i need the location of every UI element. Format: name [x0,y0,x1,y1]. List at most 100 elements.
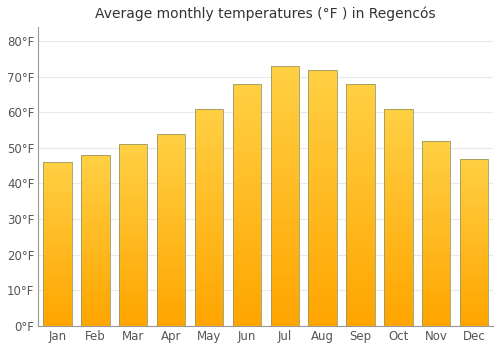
Bar [157,217,186,220]
Bar [270,231,299,235]
Bar [422,184,450,187]
Bar [81,278,110,280]
Bar [194,286,223,290]
Bar [119,168,148,172]
Bar [270,178,299,183]
Bar [460,187,488,189]
Bar [308,70,337,326]
Bar [384,170,412,174]
Bar [346,84,374,88]
Bar [232,173,261,176]
Bar [43,178,72,181]
Bar [232,241,261,245]
Bar [157,290,186,294]
Bar [43,222,72,225]
Bar [43,162,72,326]
Bar [81,203,110,206]
Bar [81,298,110,300]
Bar [81,212,110,215]
Bar [232,298,261,302]
Bar [81,161,110,163]
Bar [194,196,223,199]
Bar [346,144,374,148]
Bar [384,192,412,196]
Bar [384,148,412,152]
Bar [308,108,337,112]
Bar [81,258,110,260]
Bar [194,159,223,163]
Bar [43,192,72,195]
Bar [157,259,186,262]
Bar [460,217,488,220]
Bar [119,323,148,326]
Bar [270,304,299,309]
Bar [157,236,186,239]
Bar [194,109,223,326]
Bar [308,317,337,322]
Bar [346,108,374,112]
Bar [308,292,337,296]
Bar [119,262,148,265]
Bar [194,167,223,170]
Bar [422,178,450,181]
Bar [270,287,299,291]
Bar [43,165,72,168]
Bar [194,243,223,246]
Bar [194,152,223,156]
Bar [422,196,450,200]
Bar [270,257,299,261]
Bar [384,145,412,148]
Bar [346,314,374,318]
Bar [119,314,148,317]
Bar [157,172,186,175]
Bar [232,189,261,193]
Bar [157,243,186,246]
Bar [308,270,337,275]
Bar [346,322,374,326]
Bar [460,276,488,279]
Bar [308,296,337,300]
Bar [308,258,337,262]
Bar [119,181,148,184]
Bar [308,176,337,181]
Bar [43,318,72,321]
Bar [422,273,450,276]
Bar [43,200,72,203]
Bar [157,287,186,290]
Bar [270,187,299,191]
Bar [81,175,110,178]
Bar [422,314,450,317]
Bar [308,279,337,283]
Bar [270,222,299,226]
Bar [43,288,72,290]
Bar [384,112,412,116]
Bar [346,237,374,241]
Bar [422,150,450,153]
Bar [81,215,110,218]
Bar [232,120,261,124]
Bar [232,148,261,152]
Bar [81,272,110,275]
Bar [422,147,450,150]
Bar [194,224,223,228]
Bar [232,249,261,253]
Bar [119,208,148,211]
Bar [422,233,450,236]
Bar [157,249,186,252]
Bar [422,301,450,304]
Bar [119,177,148,181]
Bar [422,172,450,175]
Bar [43,307,72,309]
Bar [43,236,72,239]
Bar [384,159,412,163]
Bar [43,211,72,214]
Bar [270,317,299,322]
Bar [384,250,412,253]
Bar [422,267,450,270]
Bar [346,84,374,326]
Bar [119,250,148,253]
Bar [119,150,148,153]
Bar [232,168,261,173]
Bar [384,232,412,236]
Bar [308,283,337,287]
